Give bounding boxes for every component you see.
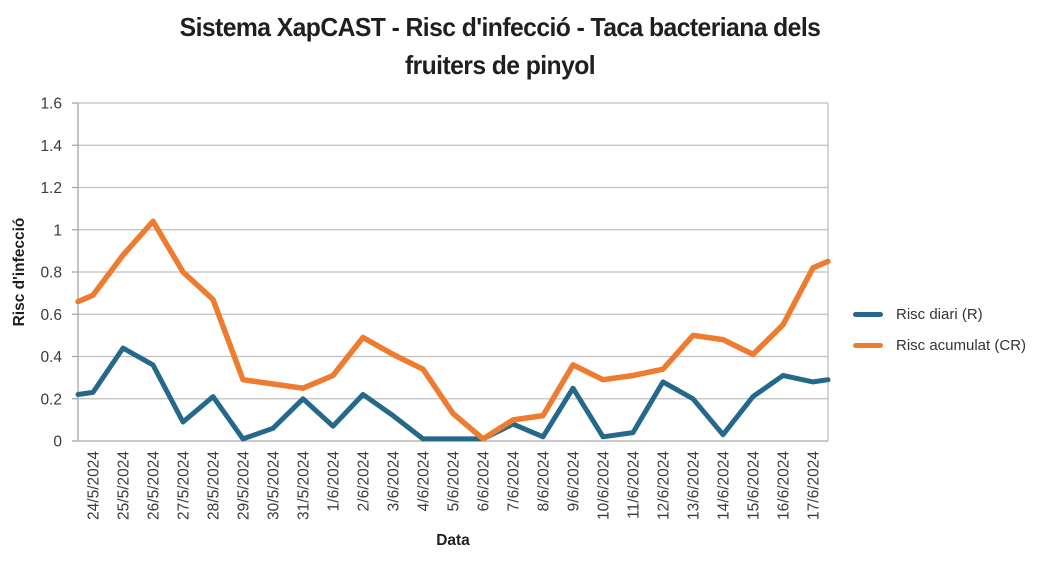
legend-swatch-risc-acumulat xyxy=(853,342,883,348)
y-tick-label: 0.4 xyxy=(40,349,62,366)
x-tick-label: 7/6/2024 xyxy=(506,451,523,512)
x-tick-label: 26/5/2024 xyxy=(146,451,163,520)
x-tick-label: 1/6/2024 xyxy=(326,451,343,512)
x-tick-label: 6/6/2024 xyxy=(476,451,493,512)
y-tick-label: 0.8 xyxy=(40,265,62,282)
x-tick-label: 14/6/2024 xyxy=(716,451,733,520)
x-tick-label: 9/6/2024 xyxy=(566,451,583,512)
x-tick-label: 28/5/2024 xyxy=(206,451,223,520)
y-axis-title: Risc d'infecció xyxy=(11,218,28,327)
chart-title-line1: Sistema XapCAST - Risc d'infecció - Taca… xyxy=(179,12,821,42)
x-tick-label: 29/5/2024 xyxy=(236,451,253,520)
series-line-risc-diari xyxy=(75,345,831,442)
series-line-risc-acumulat xyxy=(75,218,831,442)
y-tick-label: 0.2 xyxy=(40,391,62,408)
y-tick-label: 1.2 xyxy=(40,180,62,197)
x-tick-label: 2/6/2024 xyxy=(356,451,373,512)
x-tick-label: 10/6/2024 xyxy=(596,451,613,520)
x-tick-label: 12/6/2024 xyxy=(656,451,673,520)
x-tick-label: 24/5/2024 xyxy=(86,451,103,520)
x-tick-label: 11/6/2024 xyxy=(626,451,643,519)
x-tick-label: 15/6/2024 xyxy=(746,451,763,520)
y-tick-label: 1.4 xyxy=(40,138,62,155)
x-tick-label: 27/5/2024 xyxy=(176,451,193,520)
y-tick-label: 0.6 xyxy=(40,307,62,324)
chart-title: Sistema XapCAST - Risc d'infecció - Taca… xyxy=(25,8,975,84)
x-tick-label: 30/5/2024 xyxy=(266,451,283,520)
x-tick-label: 5/6/2024 xyxy=(446,451,463,512)
legend-item-risc-diari: Risc diari (R) xyxy=(853,303,1026,325)
legend-label-risc-acumulat: Risc acumulat (CR) xyxy=(896,336,1027,354)
x-tick-label: 4/6/2024 xyxy=(416,451,433,512)
x-tick-label: 13/6/2024 xyxy=(686,451,703,520)
x-tick-label: 8/6/2024 xyxy=(536,451,553,512)
x-tick-label: 31/5/2024 xyxy=(296,451,313,520)
y-tick-label: 1.6 xyxy=(40,96,62,113)
y-tick-label: 1 xyxy=(53,222,62,239)
x-axis-title: Data xyxy=(436,532,470,549)
y-tick-label: 0 xyxy=(53,434,62,451)
legend-item-risc-acumulat: Risc acumulat (CR) xyxy=(853,334,1026,356)
x-tick-label: 3/6/2024 xyxy=(386,451,403,512)
x-tick-label: 17/6/2024 xyxy=(806,451,823,520)
x-tick-label: 16/6/2024 xyxy=(776,451,793,520)
legend-label-risc-diari: Risc diari (R) xyxy=(896,305,983,323)
chart-title-line2: fruiters de pinyol xyxy=(404,50,596,80)
legend: Risc diari (R) Risc acumulat (CR) xyxy=(853,303,1026,365)
x-tick-label: 25/5/2024 xyxy=(116,451,133,520)
legend-swatch-risc-diari xyxy=(853,311,883,317)
